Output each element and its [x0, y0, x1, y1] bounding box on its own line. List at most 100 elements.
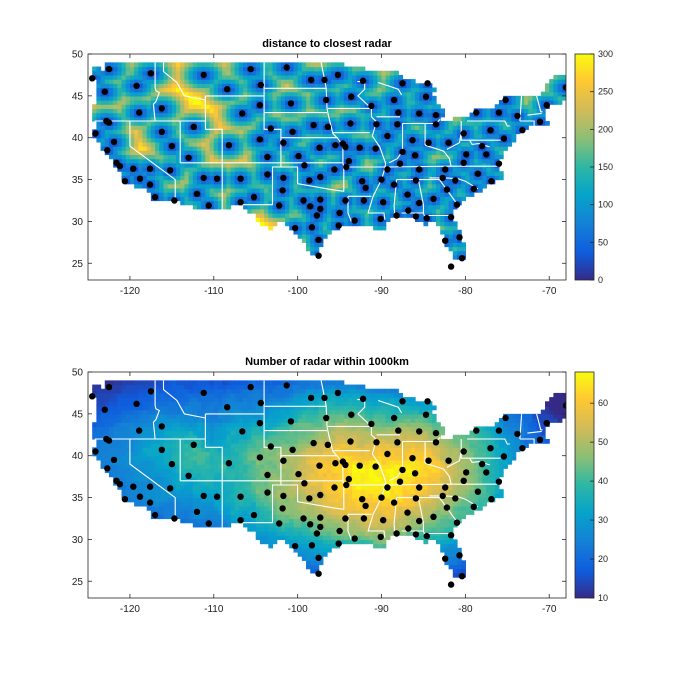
heat-cell [104, 455, 110, 461]
heat-cell [117, 430, 123, 436]
heat-cell [213, 422, 219, 428]
heat-cell [176, 167, 181, 172]
heat-cell [406, 175, 412, 181]
heat-cell [247, 74, 253, 80]
heat-cell [452, 229, 458, 235]
radar-site-marker [323, 96, 330, 104]
heat-cell [381, 196, 387, 202]
heat-cell [528, 116, 534, 122]
heat-cell [213, 129, 219, 135]
heat-cell [410, 104, 416, 110]
heat-cell [268, 70, 274, 76]
heat-cell [142, 79, 148, 84]
heat-cell [268, 171, 274, 176]
heat-cell [389, 83, 395, 89]
heat-cell [524, 120, 529, 126]
heat-cell [201, 501, 206, 507]
radar-site-marker [213, 175, 221, 182]
heat-cell [96, 74, 102, 80]
heat-cell [150, 409, 156, 415]
heat-cell [251, 91, 257, 97]
heat-cell [368, 79, 374, 84]
heat-cell [264, 464, 269, 469]
heat-cell [293, 187, 299, 193]
heat-cell [217, 418, 223, 423]
heat-cell [92, 430, 97, 436]
radar-site-marker [405, 207, 412, 214]
heat-cell [347, 200, 353, 206]
heat-cell [251, 485, 257, 490]
heat-cell [184, 87, 190, 93]
heat-cell [176, 158, 181, 164]
heat-cell [104, 459, 110, 465]
heat-cell [197, 447, 202, 453]
heat-cell [171, 434, 177, 440]
heat-cell [381, 171, 387, 176]
heat-cell [138, 141, 144, 147]
heat-cell [310, 221, 316, 227]
heat-cell [297, 112, 303, 118]
heat-cell [125, 434, 131, 440]
heat-cell [226, 70, 232, 76]
heat-cell [360, 221, 366, 227]
heat-cell [419, 116, 425, 122]
heat-cell [188, 66, 194, 72]
heat-cell [180, 66, 186, 72]
heat-cell [121, 158, 127, 164]
heat-cell [226, 443, 232, 448]
heat-cell [402, 104, 408, 110]
heat-cell [234, 120, 240, 126]
heat-cell [234, 70, 240, 76]
heat-cell [331, 87, 336, 93]
heat-cell [113, 154, 118, 160]
heat-cell [398, 120, 404, 126]
heat-cell [108, 388, 114, 394]
heat-cell [394, 116, 399, 122]
heat-cell [184, 514, 190, 520]
heat-cell [234, 501, 240, 507]
heat-cell [197, 79, 202, 84]
heat-cell [243, 426, 248, 432]
heat-cell [243, 413, 248, 419]
heat-cell [205, 116, 211, 122]
heat-cell [125, 129, 131, 135]
heat-cell [243, 455, 248, 461]
heat-cell [184, 116, 190, 122]
heat-cell [373, 150, 378, 156]
heat-cell [192, 480, 198, 486]
heat-cell [205, 83, 211, 89]
heat-cell [213, 150, 219, 156]
heat-cell [234, 66, 240, 72]
heat-cell [184, 150, 190, 156]
heat-cell [171, 175, 177, 181]
heat-cell [171, 162, 177, 168]
heat-cell [335, 137, 341, 143]
heat-cell [113, 116, 118, 122]
heat-cell [280, 150, 286, 156]
heat-cell [176, 447, 181, 453]
heat-cell [163, 489, 169, 494]
heat-cell [142, 489, 148, 494]
heat-cell [243, 401, 248, 407]
heat-cell [201, 79, 206, 84]
heat-cell [197, 116, 202, 122]
heat-cell [352, 129, 357, 135]
heat-cell [402, 204, 408, 210]
radar-site-marker [442, 237, 449, 244]
heat-cell [184, 133, 190, 139]
heat-cell [377, 213, 383, 218]
heat-cell [125, 150, 131, 156]
heat-cell [339, 221, 345, 227]
heat-cell [217, 430, 223, 436]
heat-cell [238, 501, 244, 507]
heat-cell [310, 137, 316, 143]
heat-cell [259, 405, 265, 411]
heat-cell [167, 476, 173, 482]
heat-cell [276, 213, 282, 218]
heat-cell [205, 451, 211, 457]
heat-cell [322, 150, 328, 156]
state-border [422, 212, 453, 217]
radar-site-marker [430, 195, 437, 202]
heat-cell [310, 158, 316, 164]
heat-cell [150, 133, 156, 139]
